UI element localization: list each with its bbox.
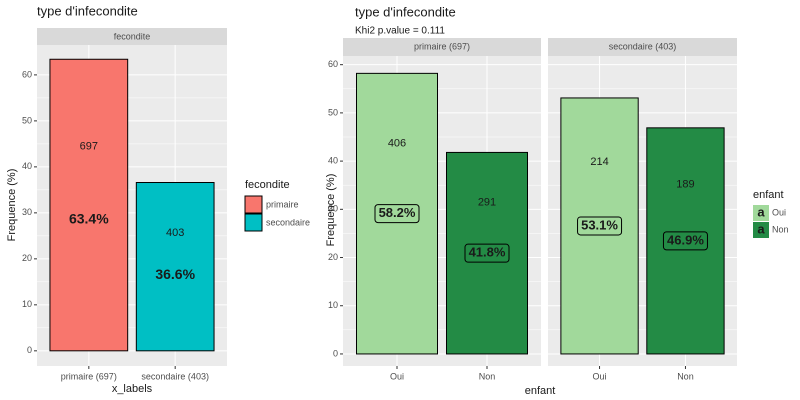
label-box	[374, 204, 420, 224]
legend-label: primaire	[266, 199, 299, 209]
count-label: 214	[590, 156, 608, 168]
strip-label: fecondite	[114, 31, 151, 41]
value-label: 36.6%	[155, 266, 195, 282]
y-tick-label: 0	[27, 345, 32, 355]
bar	[135, 182, 215, 352]
legend-title: fecondite	[245, 179, 290, 191]
x-tick-label: secondaire (403)	[141, 371, 209, 381]
legend-key-glyph: a	[757, 221, 765, 236]
value-label: 53.1%	[581, 217, 618, 232]
chart-title: type d'infecondite	[355, 4, 456, 19]
label-box	[577, 216, 623, 236]
y-tick-label: 0	[333, 348, 338, 358]
y-tick-label: 10	[22, 299, 32, 309]
x-axis-title: x_labels	[112, 383, 153, 395]
count-label: 403	[166, 227, 184, 239]
value-label: 63.4%	[69, 210, 109, 226]
label-box	[662, 231, 708, 251]
legend-key	[244, 213, 263, 232]
value-label: 41.8%	[469, 245, 506, 260]
strip-label: primaire (697)	[414, 41, 470, 51]
y-tick-label: 40	[22, 161, 32, 171]
count-label: 291	[478, 197, 496, 209]
x-tick-label: Non	[677, 371, 694, 381]
legend-key	[753, 205, 769, 221]
count-label: 406	[388, 137, 406, 149]
y-tick-label: 50	[328, 107, 338, 117]
y-tick-label: 50	[22, 115, 32, 125]
strip-label: secondaire (403)	[609, 41, 677, 51]
y-tick-label: 60	[328, 59, 338, 69]
bar	[49, 58, 129, 352]
y-tick-label: 30	[328, 204, 338, 214]
count-label: 697	[80, 141, 98, 153]
count-label: 189	[676, 178, 694, 190]
value-label: 46.9%	[667, 232, 704, 247]
legend-key	[244, 195, 263, 214]
y-tick-label: 60	[22, 69, 32, 79]
y-tick-label: 20	[328, 252, 338, 262]
y-tick-label: 40	[328, 155, 338, 165]
x-axis-title: enfant	[525, 385, 556, 397]
legend-label: Oui	[772, 207, 786, 217]
y-axis-title: Frequence (%)	[325, 174, 337, 247]
legend-key-glyph: a	[757, 204, 765, 219]
x-tick-label: Non	[479, 371, 496, 381]
legend-label: secondaire	[266, 217, 310, 227]
label-box	[464, 243, 510, 263]
strip	[343, 38, 541, 56]
y-tick-label: 30	[22, 207, 32, 217]
legend-label: Non	[772, 224, 789, 234]
strip	[548, 38, 737, 56]
x-tick-label: primaire (697)	[61, 371, 117, 381]
legend-title: enfant	[753, 189, 784, 201]
legend-key	[753, 222, 769, 238]
chart-subtitle: Khi2 p.value = 0.111	[355, 26, 445, 37]
x-tick-label: Oui	[593, 371, 607, 381]
y-axis-title: Frequence (%)	[6, 169, 18, 242]
x-tick-label: Oui	[390, 371, 404, 381]
y-tick-label: 20	[22, 253, 32, 263]
y-tick-label: 10	[328, 300, 338, 310]
value-label: 58.2%	[379, 205, 416, 220]
chart-title: type d'infecondite	[37, 3, 138, 18]
strip	[37, 28, 227, 45]
